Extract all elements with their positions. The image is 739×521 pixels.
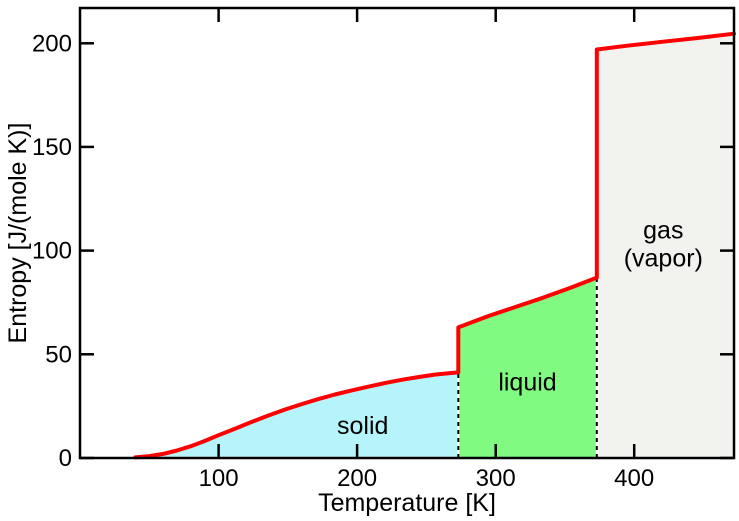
axis-ticks — [80, 8, 734, 460]
region-label-solid: solid — [337, 412, 388, 440]
region-label-gas-line2: (vapor) — [624, 244, 703, 272]
region-liquid — [458, 277, 597, 458]
entropy-curve — [133, 31, 736, 460]
x-axis-title: Temperature [K] — [318, 489, 496, 517]
x-tick-label-400: 400 — [614, 465, 654, 492]
plot-border — [78, 6, 736, 460]
x-tick-label-200: 200 — [337, 465, 377, 492]
y-tick-label-0: 0 — [59, 445, 72, 472]
phase-boundary-lines — [457, 277, 598, 458]
x-tick-label-300: 300 — [476, 465, 516, 492]
region-label-gas-line1: gas — [643, 216, 683, 244]
entropy-curve-line — [133, 31, 736, 460]
y-tick-label-150: 150 — [32, 134, 72, 161]
region-gas — [596, 33, 734, 458]
axis-tick-labels: 100 200 300 400 0 50 100 150 200 — [32, 30, 654, 492]
phase-region-labels: solid liquid gas(vapor) — [337, 216, 703, 439]
region-solid — [135, 372, 459, 458]
region-label-liquid: liquid — [498, 368, 556, 396]
x-tick-label-100: 100 — [199, 465, 239, 492]
y-axis-title: Entropy [J/(mole K)] — [4, 123, 32, 344]
y-tick-label-200: 200 — [32, 30, 72, 57]
y-tick-label-100: 100 — [32, 238, 72, 265]
y-tick-label-50: 50 — [45, 341, 72, 368]
